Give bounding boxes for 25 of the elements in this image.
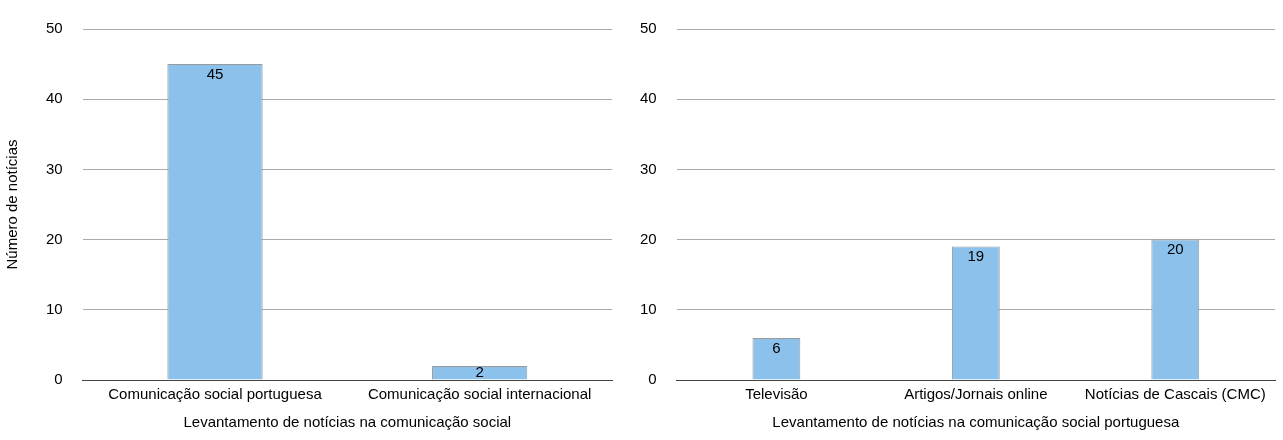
x-tick-label: Notícias de Cascais (CMC) [1084, 385, 1266, 403]
y-tick-label: 0 [648, 370, 657, 388]
y-tick-label: 30 [46, 159, 63, 177]
y-tick-label: 0 [54, 370, 63, 388]
y-axis-title: Número de notícias [3, 139, 21, 270]
data-label: 19 [967, 247, 985, 265]
y-tick-label: 30 [640, 159, 657, 177]
data-label: 20 [1166, 240, 1184, 258]
y-tick-label: 40 [46, 89, 63, 107]
x-tick-label: Televisão [745, 385, 808, 403]
x-tick-label: Comunicação social portuguesa [108, 385, 323, 403]
x-tick-label: Comunicação social internacional [367, 385, 592, 403]
data-label: 6 [772, 338, 781, 356]
data-label: 45 [206, 64, 224, 82]
x-tick-label: Artigos/Jornais online [904, 385, 1048, 403]
y-tick-label: 50 [46, 19, 63, 37]
data-label: 2 [475, 362, 484, 380]
y-tick-label: 20 [46, 229, 63, 247]
y-tick-label: 20 [640, 229, 657, 247]
y-tick-label: 10 [640, 299, 657, 317]
x-axis-title: Levantamento de notícias na comunicação social portuguesa [772, 413, 1180, 431]
y-tick-label: 50 [640, 19, 657, 37]
y-tick-label: 40 [640, 89, 657, 107]
y-tick-label: 10 [46, 299, 63, 317]
x-axis-title: Levantamento de notícias na comunicação social [183, 413, 512, 431]
